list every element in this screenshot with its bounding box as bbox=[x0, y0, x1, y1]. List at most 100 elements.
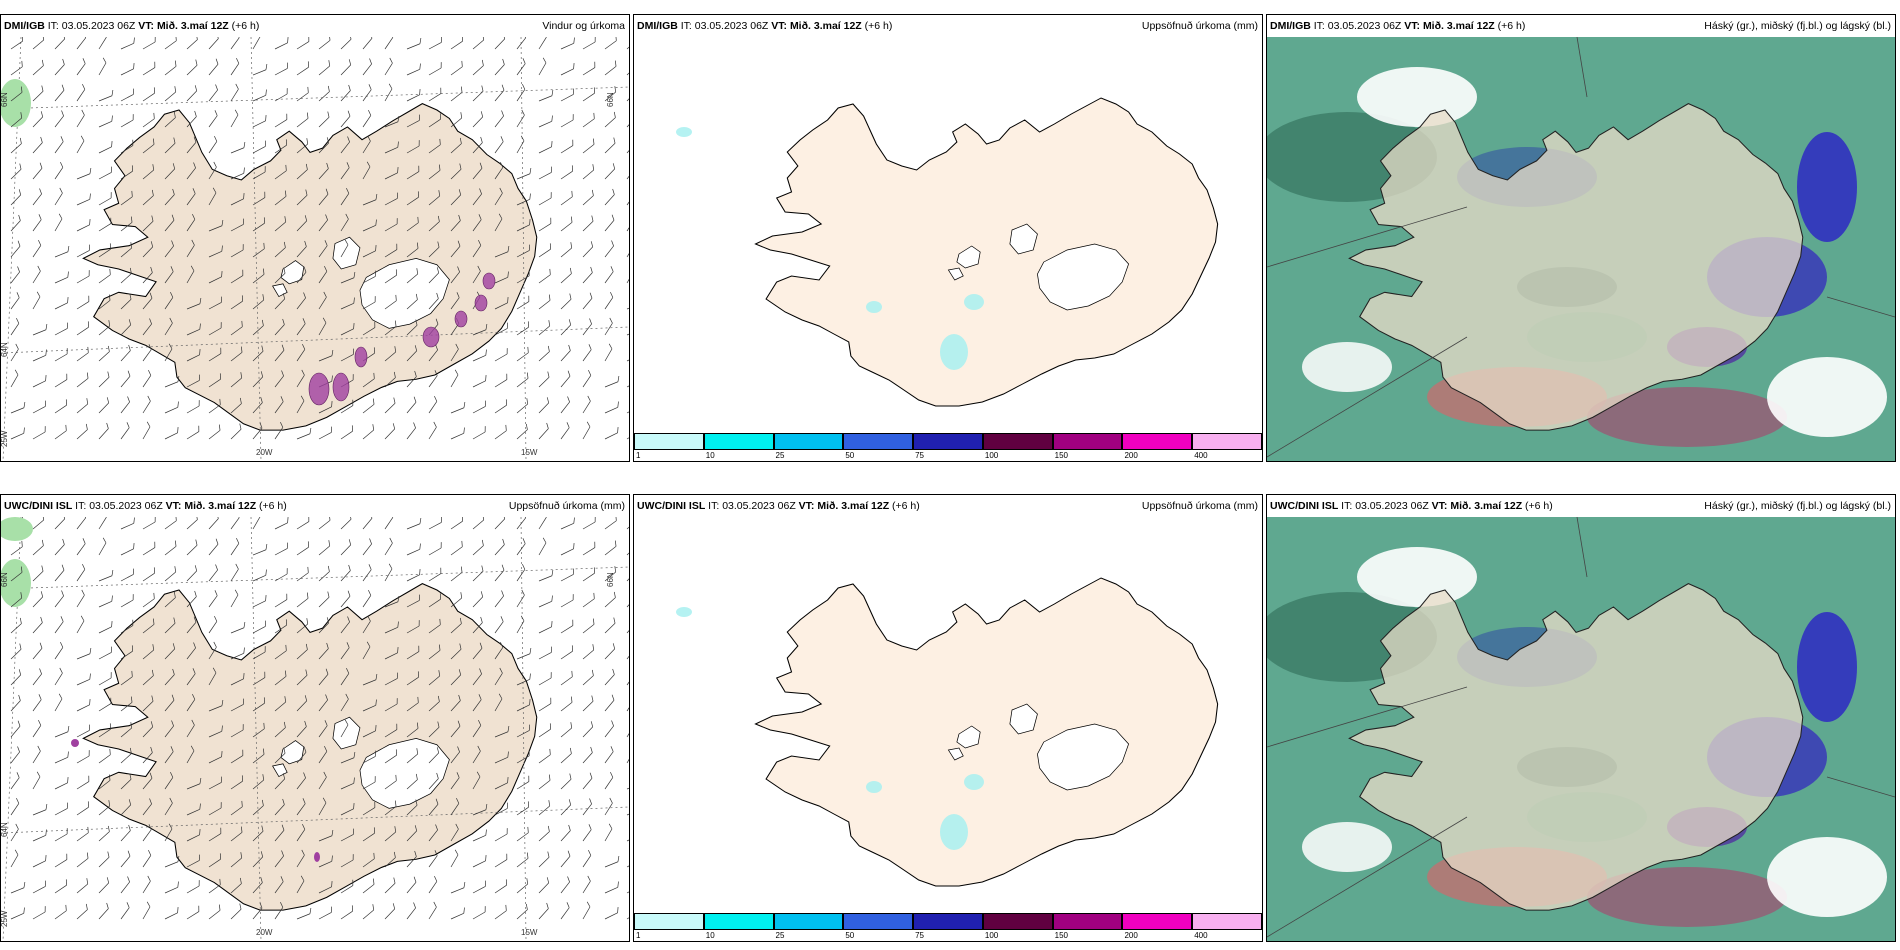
panel-title: Háský (gr.), miðský (fj.bl.) og lágský (… bbox=[1704, 500, 1891, 512]
map bbox=[676, 97, 1219, 407]
colorbar-swatch bbox=[773, 433, 844, 450]
svg-text:20W: 20W bbox=[256, 928, 273, 937]
colorbar-swatch bbox=[634, 433, 704, 450]
svg-text:25W: 25W bbox=[1, 910, 9, 927]
map bbox=[676, 577, 1219, 887]
colorbar-tick: 1 bbox=[636, 451, 641, 460]
panel-accum-precip-uwc: UWC/DINI ISL IT: 03.05.2023 06Z VT: Mið.… bbox=[633, 494, 1263, 942]
panel-title: Vindur og úrkoma bbox=[542, 20, 625, 32]
issue-time-label: IT: bbox=[47, 20, 59, 32]
panel-title: Háský (gr.), miðský (fj.bl.) og lágský (… bbox=[1704, 20, 1891, 32]
lead-time: (+6 h) bbox=[1497, 20, 1526, 32]
lead-time: (+6 h) bbox=[259, 500, 287, 512]
model-source: UWC/DINI ISL bbox=[4, 500, 73, 512]
svg-text:64N: 64N bbox=[1, 342, 9, 357]
lead-time: (+6 h) bbox=[1525, 500, 1553, 512]
colorbar-tick: 25 bbox=[775, 451, 785, 460]
colorbar-tick: 100 bbox=[984, 451, 999, 460]
panel-title: Uppsöfnuð úrkoma (mm) bbox=[1141, 20, 1258, 32]
lead-time: (+6 h) bbox=[231, 20, 260, 32]
colorbar-tick: 10 bbox=[705, 931, 715, 940]
valid-time-label: VT: bbox=[1404, 20, 1421, 32]
lead-time: (+6 h) bbox=[864, 20, 893, 32]
lead-time: (+6 h) bbox=[892, 500, 920, 512]
valid-time: Mið. 3.maí 12Z bbox=[1450, 500, 1523, 512]
colorbar-tick: 200 bbox=[1124, 451, 1138, 460]
colorbar-tick: 100 bbox=[984, 931, 999, 940]
colorbar-swatch bbox=[982, 433, 1053, 450]
panel-clouds-uwc: UWC/DINI ISL IT: 03.05.2023 06Z VT: Mið.… bbox=[1266, 494, 1896, 942]
issue-time: 03.05.2023 06Z bbox=[1355, 500, 1429, 512]
issue-time: 03.05.2023 06Z bbox=[722, 500, 796, 512]
colorbar-tick: 75 bbox=[915, 931, 925, 940]
map bbox=[1267, 37, 1895, 461]
valid-time-label: VT: bbox=[138, 20, 155, 32]
colorbar-tick: 50 bbox=[845, 931, 855, 940]
panel-accum-precip-dmi: DMI/IGB IT: 03.05.2023 06Z VT: Mið. 3.ma… bbox=[633, 14, 1263, 462]
issue-time: 03.05.2023 06Z bbox=[1327, 20, 1402, 32]
colorbar-swatch bbox=[703, 913, 774, 930]
colorbar-swatch bbox=[1052, 913, 1123, 930]
colorbar-tick: 75 bbox=[915, 451, 925, 460]
colorbar-tick: 400 bbox=[1194, 451, 1208, 460]
colorbar-swatch bbox=[913, 913, 983, 930]
svg-text:20W: 20W bbox=[256, 448, 273, 457]
valid-time: Mið. 3.maí 12Z bbox=[184, 500, 257, 512]
colorbar-tick: 10 bbox=[705, 451, 715, 460]
issue-time: 03.05.2023 06Z bbox=[61, 20, 136, 32]
colorbar-swatch bbox=[1192, 433, 1262, 450]
colorbar-swatch bbox=[843, 913, 914, 930]
panel-header: DMI/IGB IT: 03.05.2023 06Z VT: Mið. 3.ma… bbox=[1267, 15, 1895, 37]
model-source: DMI/IGB bbox=[4, 20, 45, 32]
valid-time-label: VT: bbox=[165, 500, 182, 512]
colorbar-swatch bbox=[773, 913, 844, 930]
precip-colorbar: 1 10 25 50 75 100 150 200 400 bbox=[634, 431, 1262, 461]
model-source: DMI/IGB bbox=[1270, 20, 1311, 32]
issue-time-label: IT: bbox=[75, 500, 87, 512]
colorbar-swatch bbox=[913, 433, 983, 450]
panel-header: UWC/DINI ISL IT: 03.05.2023 06Z VT: Mið.… bbox=[1, 495, 629, 517]
colorbar-tick: 1 bbox=[636, 931, 641, 940]
model-source: DMI/IGB bbox=[637, 20, 678, 32]
panel-wind-precip-uwc: UWC/DINI ISL IT: 03.05.2023 06Z VT: Mið.… bbox=[0, 494, 630, 942]
panel-title: Uppsöfnuð úrkoma (mm) bbox=[508, 500, 625, 512]
colorbar-swatch bbox=[634, 913, 704, 930]
svg-text:66N: 66N bbox=[606, 92, 615, 107]
model-source: UWC/DINI ISL bbox=[1270, 500, 1339, 512]
issue-time-label: IT: bbox=[1341, 500, 1353, 512]
valid-time-label: VT: bbox=[1431, 500, 1448, 512]
issue-time: 03.05.2023 06Z bbox=[694, 20, 769, 32]
valid-time: Mið. 3.maí 12Z bbox=[817, 500, 890, 512]
colorbar-swatch bbox=[703, 433, 774, 450]
colorbar-tick: 200 bbox=[1124, 931, 1138, 940]
colorbar-tick: 25 bbox=[775, 931, 785, 940]
valid-time-label: VT: bbox=[771, 20, 788, 32]
colorbar-tick: 150 bbox=[1054, 451, 1069, 460]
panel-wind-precip-dmi: DMI/IGB IT: 03.05.2023 06Z VT: Mið. 3.ma… bbox=[0, 14, 630, 462]
colorbar-swatch bbox=[1122, 433, 1193, 450]
issue-time-label: IT: bbox=[708, 500, 720, 512]
colorbar-tick: 50 bbox=[845, 451, 855, 460]
svg-text:64N: 64N bbox=[1, 822, 9, 837]
colorbar-tick: 150 bbox=[1054, 931, 1069, 940]
colorbar-swatch bbox=[982, 913, 1053, 930]
valid-time: Mið. 3.maí 12Z bbox=[156, 20, 229, 32]
svg-text:66N: 66N bbox=[1, 92, 9, 107]
colorbar-swatch bbox=[1122, 913, 1193, 930]
valid-time-label: VT: bbox=[798, 500, 815, 512]
precip-colorbar: 1 10 25 50 75 100 150 200 400 bbox=[634, 911, 1262, 941]
panel-header: DMI/IGB IT: 03.05.2023 06Z VT: Mið. 3.ma… bbox=[1, 15, 629, 37]
svg-text:15W: 15W bbox=[521, 928, 538, 937]
svg-text:66N: 66N bbox=[1, 572, 9, 587]
colorbar-swatch bbox=[843, 433, 914, 450]
colorbar-swatch bbox=[1192, 913, 1262, 930]
issue-time-label: IT: bbox=[1313, 20, 1325, 32]
svg-text:25W: 25W bbox=[1, 430, 9, 447]
model-source: UWC/DINI ISL bbox=[637, 500, 706, 512]
valid-time: Mið. 3.maí 12Z bbox=[1422, 20, 1495, 32]
svg-text:66N: 66N bbox=[606, 572, 615, 587]
colorbar-swatch bbox=[1052, 433, 1123, 450]
map bbox=[1267, 517, 1895, 941]
svg-text:15W: 15W bbox=[521, 448, 538, 457]
panel-header: UWC/DINI ISL IT: 03.05.2023 06Z VT: Mið.… bbox=[1267, 495, 1895, 517]
